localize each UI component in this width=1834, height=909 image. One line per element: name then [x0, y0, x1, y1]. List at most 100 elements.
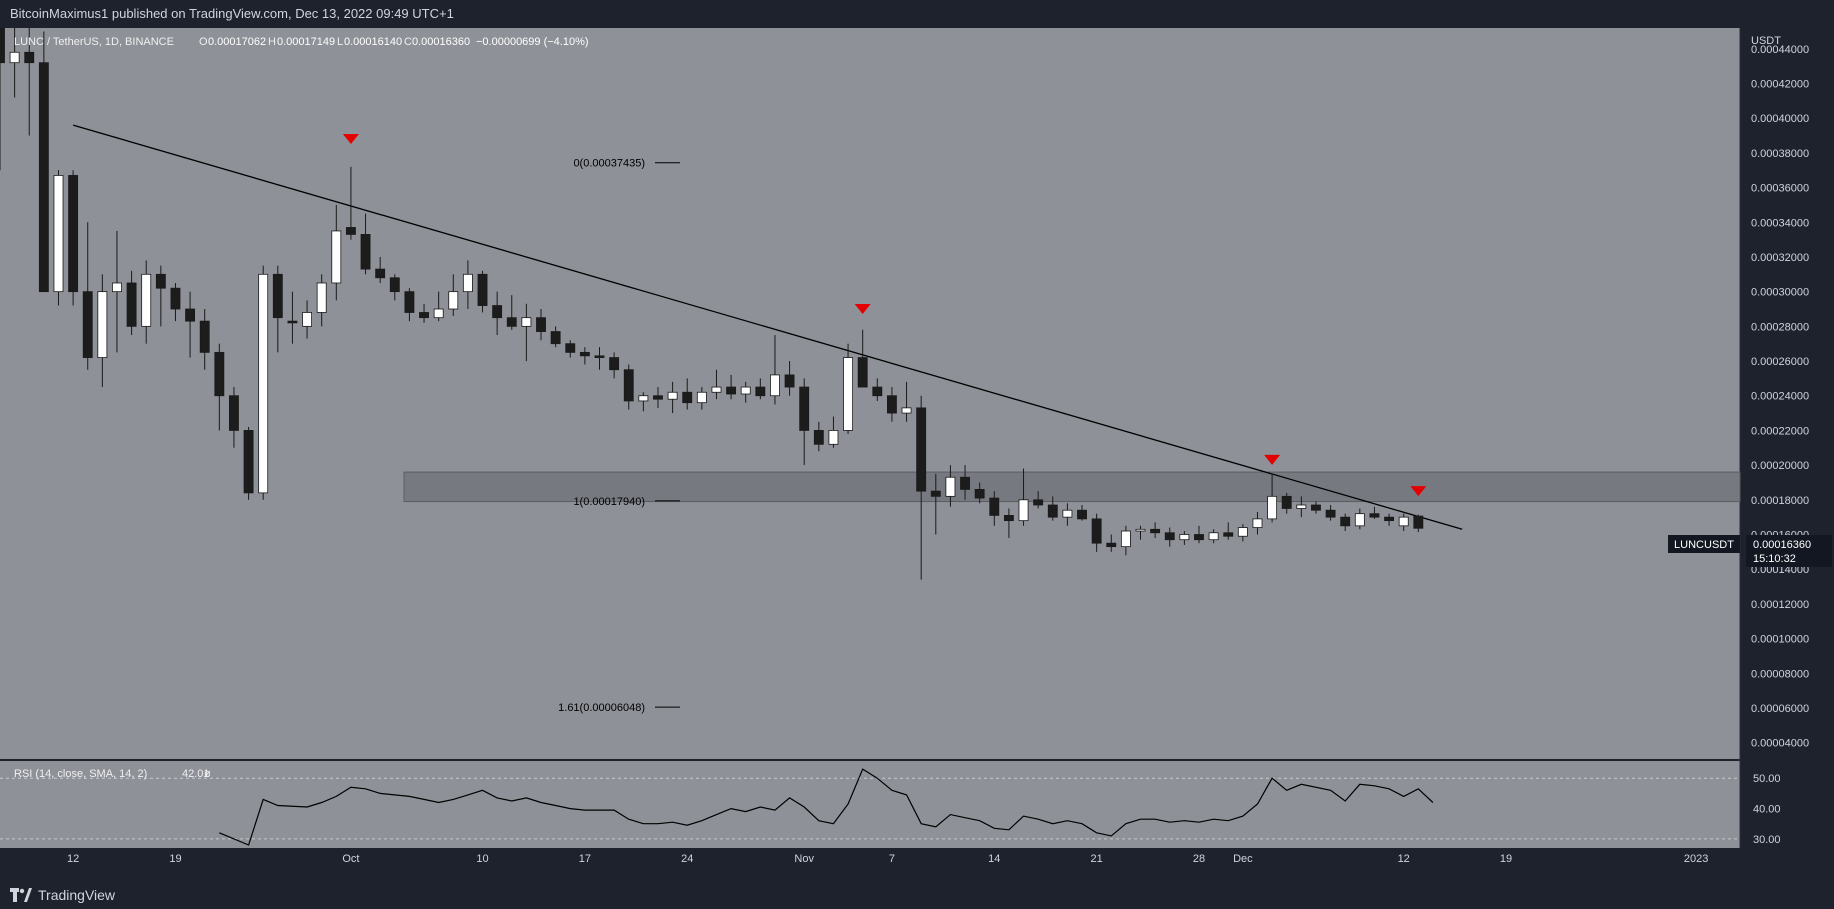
- candle-body: [331, 230, 342, 284]
- publisher-bar: BitcoinMaximus1 published on TradingView…: [0, 0, 1834, 28]
- ohlc-l-label: L: [337, 36, 343, 48]
- rsi-pane[interactable]: [0, 760, 1740, 848]
- price-tick-label: 0.00020000: [1751, 460, 1809, 472]
- candle: [82, 222, 93, 370]
- fib-level-label: 1.61(0.00006048): [558, 702, 645, 714]
- candle: [506, 295, 517, 330]
- candle-body: [1223, 532, 1234, 537]
- rsi-tick-label: 30.00: [1753, 834, 1781, 846]
- candle-body: [1325, 509, 1336, 518]
- candle: [799, 378, 810, 466]
- time-tick-label: Nov: [794, 853, 814, 865]
- time-tick-label: 14: [988, 853, 1000, 865]
- candle-body: [1384, 516, 1395, 522]
- ohlc-c-value: 0.00016360: [412, 36, 470, 48]
- ohlc-h-label: H: [268, 36, 276, 48]
- candle: [916, 395, 927, 580]
- price-tick-label: 0.00022000: [1751, 425, 1809, 437]
- candle-body: [229, 395, 239, 431]
- candle-body: [0, 27, 5, 64]
- candle: [68, 170, 79, 306]
- candle: [945, 465, 956, 507]
- candle: [1398, 513, 1409, 532]
- candle: [97, 274, 108, 388]
- price-tick-label: 0.00042000: [1751, 79, 1809, 91]
- ohlc-c-label: C: [404, 36, 412, 48]
- time-tick-label: 19: [169, 853, 181, 865]
- price-tick-label: 0.00026000: [1751, 356, 1809, 368]
- candle-body: [9, 51, 20, 64]
- candle: [1354, 508, 1365, 530]
- candle-body: [609, 357, 620, 371]
- candle-body: [711, 386, 722, 393]
- candle: [155, 265, 166, 327]
- candle-body: [477, 273, 488, 306]
- candle-body: [755, 386, 766, 397]
- candle: [740, 381, 751, 403]
- last-price-tag[interactable]: LUNCUSDT 0.00016360 15:10:32: [1668, 535, 1832, 567]
- ohlc-o-label: O: [199, 36, 208, 48]
- candle-body: [887, 395, 897, 414]
- candle: [857, 329, 868, 388]
- candle-body: [1047, 504, 1058, 518]
- tradingview-logo[interactable]: TradingView: [10, 887, 115, 903]
- price-pane[interactable]: [0, 28, 1740, 760]
- candle-body: [53, 175, 64, 293]
- support-zone: [403, 471, 1741, 503]
- rsi-title[interactable]: RSI (14, close, SMA, 14, 2): [14, 768, 147, 780]
- rsi-extra: ø: [204, 768, 211, 780]
- price-tick-label: 0.00004000: [1751, 738, 1809, 750]
- candle: [38, 31, 49, 293]
- candle: [579, 347, 590, 365]
- time-tick-label: Dec: [1233, 853, 1253, 865]
- candle-body: [68, 175, 79, 293]
- symbol-pair[interactable]: LUNC / TetherUS, 1D, BINANCE: [14, 36, 174, 48]
- sell-marker-arrow: [1410, 486, 1427, 497]
- fib-level-label: 0(0.00037435): [573, 158, 645, 170]
- candle: [462, 260, 473, 310]
- candle: [1296, 496, 1307, 518]
- candle: [989, 491, 1000, 526]
- price-tick-label: 0.00018000: [1751, 495, 1809, 507]
- time-tick-label: 17: [579, 853, 591, 865]
- price-tick-label: 0.00038000: [1751, 148, 1809, 160]
- candle: [1223, 522, 1234, 540]
- candle: [1194, 525, 1204, 544]
- sell-marker-arrow: [342, 134, 359, 145]
- time-axis-panel[interactable]: [0, 848, 1740, 878]
- candle-body: [1003, 515, 1014, 522]
- candle: [448, 274, 459, 316]
- candle-body: [1208, 532, 1219, 541]
- price-axis-panel[interactable]: [1740, 28, 1834, 878]
- candle: [1018, 468, 1029, 526]
- candle-body: [1237, 527, 1248, 537]
- candle-body: [623, 369, 634, 402]
- candle-body: [1106, 542, 1117, 548]
- candle-body: [770, 374, 780, 397]
- price-tick-label: 0.00040000: [1751, 113, 1809, 125]
- candle-body: [1281, 495, 1292, 509]
- candle-body: [1033, 499, 1044, 506]
- time-tick-label: 2023: [1684, 853, 1708, 865]
- candle: [0, 27, 5, 171]
- footer: TradingView: [0, 881, 1834, 909]
- candle: [872, 378, 883, 401]
- candle-body: [141, 273, 152, 327]
- price-tick-label: 0.00034000: [1751, 217, 1809, 229]
- candle: [331, 204, 342, 301]
- candle-body: [1062, 509, 1073, 518]
- candle-body: [1354, 513, 1365, 527]
- candle-body: [1413, 515, 1424, 529]
- candle: [770, 335, 780, 405]
- candle: [901, 381, 912, 422]
- time-tick-label: 24: [681, 853, 693, 865]
- candle: [638, 392, 649, 412]
- candle-body: [170, 287, 181, 310]
- candle: [1237, 524, 1248, 542]
- candle: [565, 340, 576, 358]
- candle-body: [916, 407, 927, 492]
- candle: [9, 28, 20, 98]
- candle: [477, 270, 488, 313]
- price-tick-label: 0.00024000: [1751, 391, 1809, 403]
